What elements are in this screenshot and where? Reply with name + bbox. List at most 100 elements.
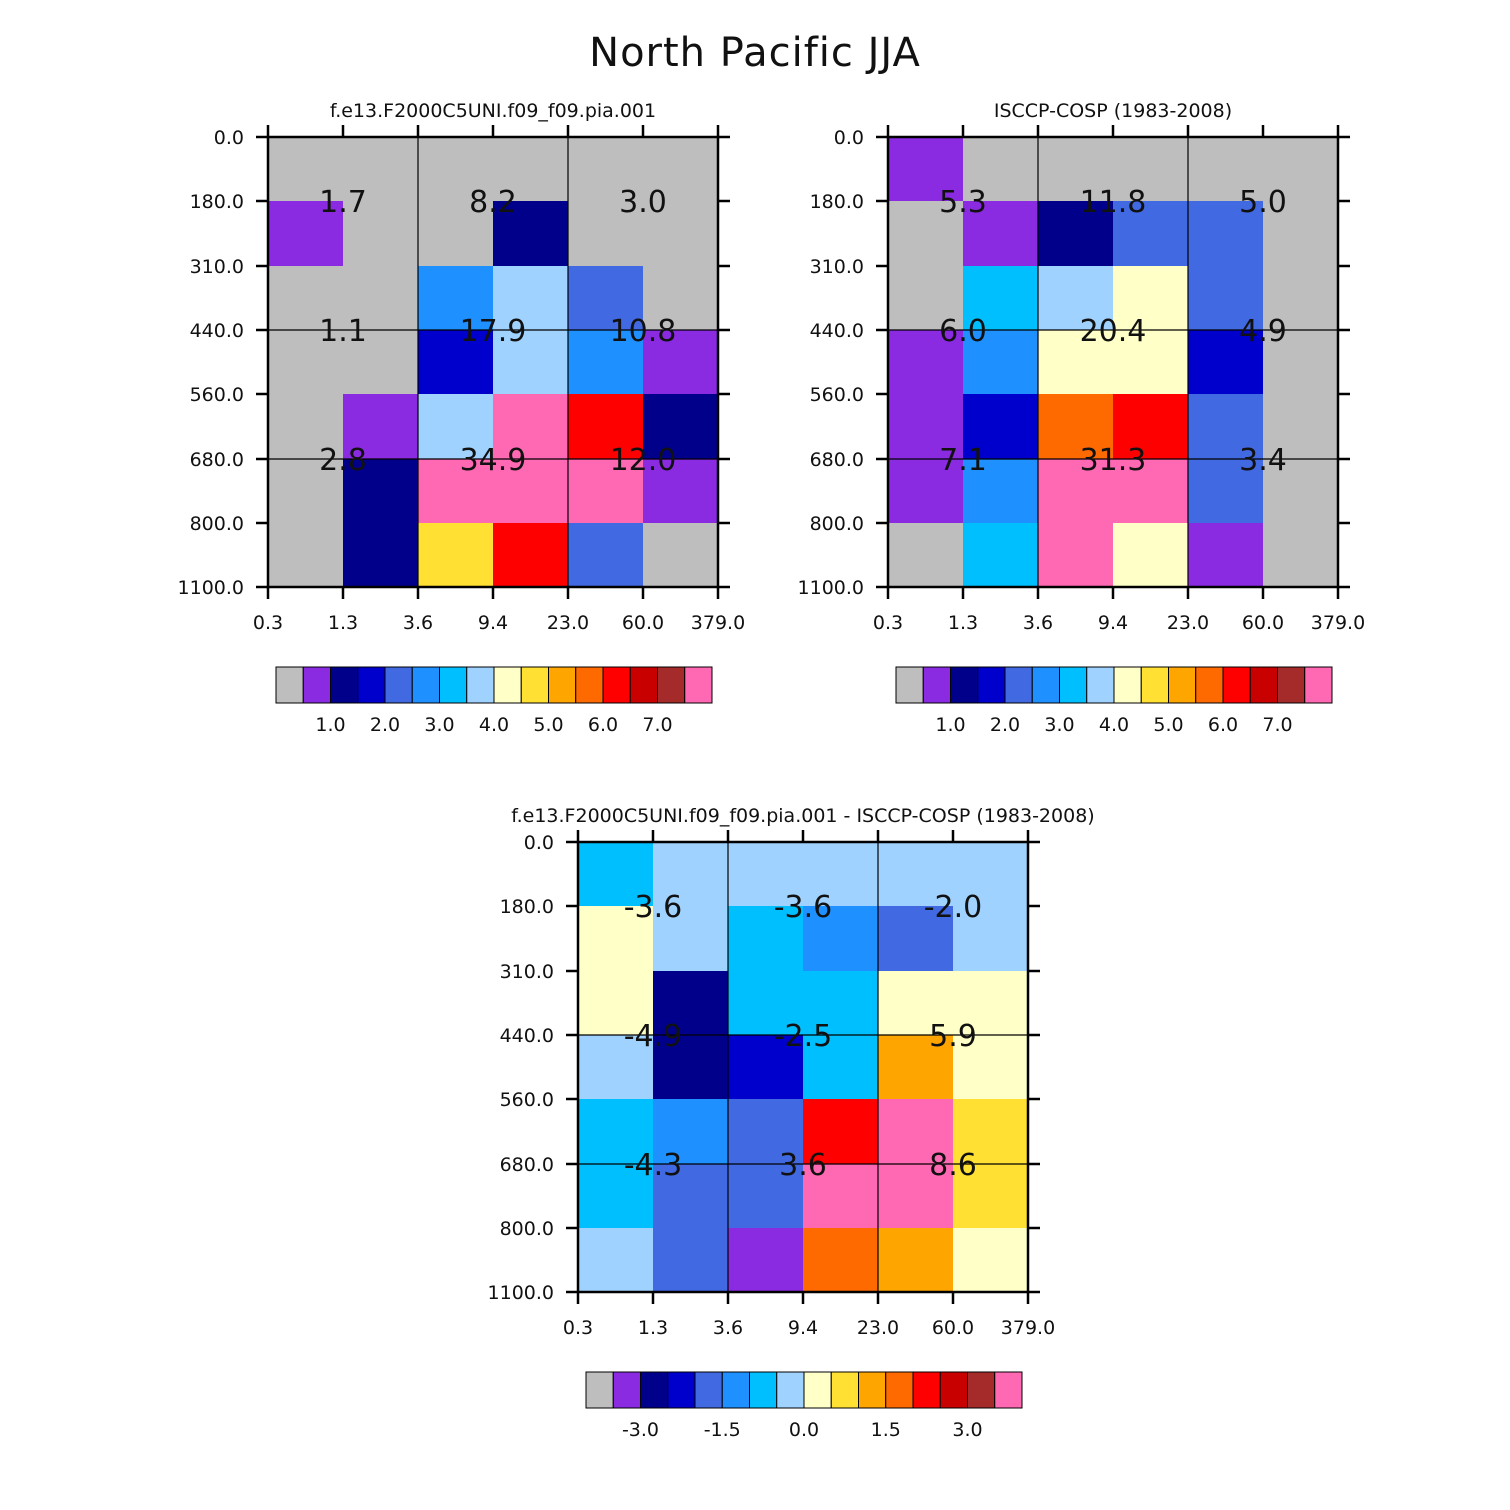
heatmap-cell — [878, 971, 953, 1035]
heatmap-cell — [653, 1035, 728, 1099]
heatmap-cell — [343, 330, 418, 394]
heatmap-cell — [803, 1164, 878, 1228]
cell-value-label: 5.0 — [1239, 185, 1287, 220]
colorbar-swatch — [830, 1371, 859, 1409]
heatmap-cell — [728, 1164, 803, 1228]
colorbar-swatch — [493, 666, 522, 704]
colorbar-swatch — [885, 1371, 914, 1409]
y-tick-label: 560.0 — [500, 1089, 554, 1111]
colorbar-swatch — [803, 1371, 832, 1409]
heatmap-cell — [643, 137, 718, 201]
heatmap-cell — [1188, 394, 1263, 459]
heatmap-cell — [343, 394, 418, 459]
colorbar-swatch — [466, 666, 495, 704]
heatmap-cell — [963, 459, 1038, 523]
heatmap-cell — [493, 266, 568, 330]
heatmap-cell — [888, 459, 963, 523]
x-tick-label: 1.3 — [948, 612, 978, 634]
heatmap-cell — [953, 906, 1028, 971]
colorbar-swatch — [629, 666, 658, 704]
cell-value-label: 3.4 — [1239, 443, 1287, 478]
colorbar-tick-label: -3.0 — [622, 1419, 659, 1441]
x-tick-label: 9.4 — [1098, 612, 1128, 634]
figure-title: North Pacific JJA — [589, 30, 921, 76]
colorbar-swatch — [912, 1371, 941, 1409]
y-tick-label: 680.0 — [190, 449, 244, 471]
cell-value-label: 3.6 — [779, 1148, 827, 1183]
y-tick-label: 560.0 — [810, 384, 864, 406]
heatmap-cell — [963, 523, 1038, 587]
heatmap-cell — [953, 1035, 1028, 1099]
heatmap-cell — [343, 523, 418, 587]
heatmap-cell — [493, 330, 568, 394]
colorbar-swatch — [585, 1371, 614, 1409]
heatmap-cell — [878, 1228, 953, 1292]
y-tick-label: 800.0 — [810, 513, 864, 535]
colorbar-swatch — [1086, 666, 1115, 704]
colorbar-swatch — [776, 1371, 805, 1409]
cell-value-label: -3.6 — [774, 890, 833, 925]
cell-value-label: 31.3 — [1080, 443, 1147, 478]
heatmap-cell — [268, 137, 343, 201]
heatmap-cell — [268, 394, 343, 459]
colorbar-swatch — [302, 666, 331, 704]
heatmap-cell — [578, 1099, 653, 1164]
colorbar-swatch — [640, 1371, 669, 1409]
colorbar-swatch — [1195, 666, 1224, 704]
heatmap-cell — [963, 330, 1038, 394]
heatmap-cell — [1188, 201, 1263, 266]
colorbar-swatch — [922, 666, 951, 704]
y-tick-label: 180.0 — [810, 191, 864, 213]
panel-title-diff: f.e13.F2000C5UNI.f09_f09.pia.001 - ISCCP… — [511, 805, 1094, 827]
colorbar-swatch — [275, 666, 304, 704]
colorbar-tick-label: 5.0 — [533, 714, 563, 736]
heatmap-cell — [1188, 137, 1263, 201]
heatmap-cell — [878, 1099, 953, 1164]
heatmap-cell — [803, 1035, 878, 1099]
x-tick-label: 9.4 — [478, 612, 508, 634]
cell-value-label: 4.9 — [1239, 314, 1287, 349]
x-tick-label: 9.4 — [788, 1317, 818, 1339]
y-tick-label: 0.0 — [524, 832, 554, 854]
colorbar-tick-label: 3.0 — [952, 1419, 982, 1441]
heatmap-cell — [493, 459, 568, 523]
x-tick-label: 0.3 — [563, 1317, 593, 1339]
x-tick-label: 0.3 — [253, 612, 283, 634]
heatmap-cell — [963, 137, 1038, 201]
heatmap-cell — [878, 1164, 953, 1228]
colorbar-tick-label: 6.0 — [1208, 714, 1238, 736]
heatmap-cell — [418, 266, 493, 330]
heatmap-cell — [728, 971, 803, 1035]
heatmap-cell — [653, 1228, 728, 1292]
heatmap-cell — [1188, 459, 1263, 523]
heatmap-cell — [643, 459, 718, 523]
heatmap-cell — [1113, 523, 1188, 587]
x-tick-label: 23.0 — [1167, 612, 1209, 634]
heatmap-cell — [568, 523, 643, 587]
x-tick-label: 1.3 — [328, 612, 358, 634]
x-tick-label: 3.6 — [1023, 612, 1053, 634]
colorbar-swatch — [967, 1371, 996, 1409]
heatmap-cell — [1038, 394, 1113, 459]
colorbar-swatch — [895, 666, 924, 704]
cell-value-label: 2.8 — [319, 443, 367, 478]
colorbar-swatch — [612, 1371, 641, 1409]
heatmap-cell — [963, 266, 1038, 330]
heatmap-cell — [493, 137, 568, 201]
colorbar-swatch — [1059, 666, 1088, 704]
heatmap-cell — [418, 137, 493, 201]
heatmap-cell — [1038, 137, 1113, 201]
colorbar-swatch — [721, 1371, 750, 1409]
heatmap-cell — [728, 1228, 803, 1292]
heatmap-cell — [728, 842, 803, 906]
heatmap-cell — [728, 1099, 803, 1164]
heatmap-cell — [268, 330, 343, 394]
heatmap-cell — [888, 523, 963, 587]
heatmap-cell — [728, 1035, 803, 1099]
heatmap-cell — [493, 523, 568, 587]
x-tick-label: 23.0 — [857, 1317, 899, 1339]
heatmap-cell — [268, 523, 343, 587]
colorbar-swatch — [411, 666, 440, 704]
y-tick-label: 180.0 — [500, 896, 554, 918]
x-tick-label: 3.6 — [403, 612, 433, 634]
